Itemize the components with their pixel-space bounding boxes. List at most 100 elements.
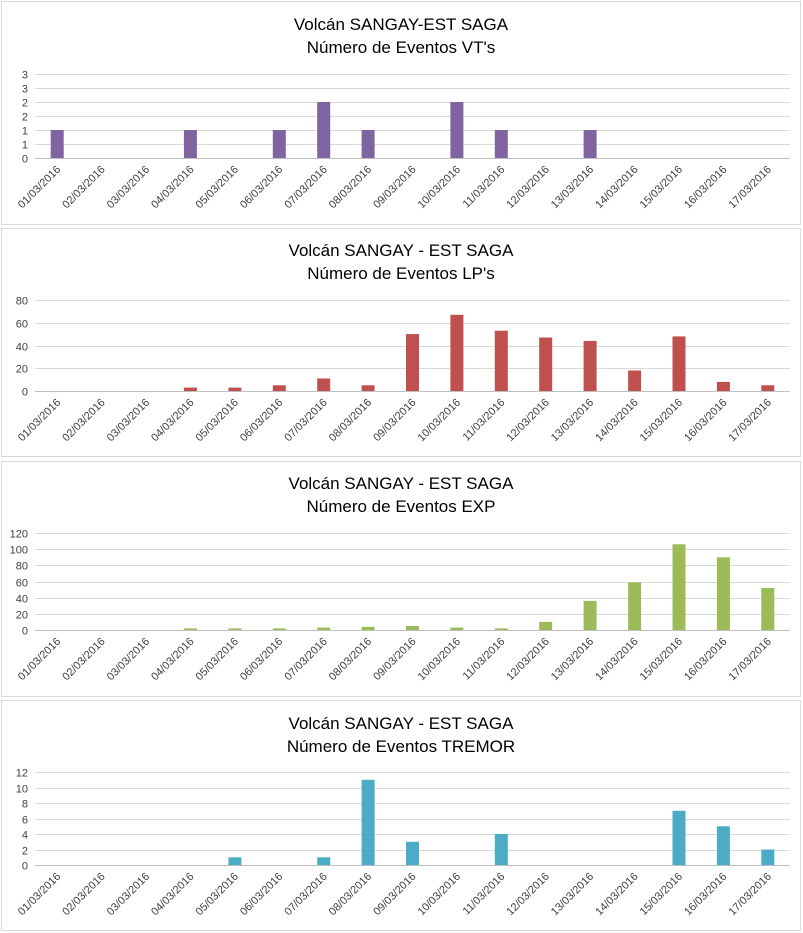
x-tick-label: 08/03/2016: [327, 164, 374, 211]
x-tick-label: 08/03/2016: [327, 636, 374, 683]
x-tick-label: 01/03/2016: [16, 636, 63, 683]
x-tick-label: 15/03/2016: [638, 164, 685, 211]
x-tick-label: 12/03/2016: [504, 871, 551, 918]
y-tick-label: 100: [10, 545, 28, 557]
chart-subtitle: Número de Eventos LP's: [307, 264, 495, 283]
x-tick-label: 05/03/2016: [194, 164, 241, 211]
y-tick-label: 40: [16, 594, 28, 606]
bar: [361, 779, 375, 866]
x-tick-label: 10/03/2016: [416, 636, 463, 683]
bar: [716, 826, 730, 866]
bar: [228, 387, 242, 391]
y-tick-label: 0: [22, 626, 28, 638]
bar: [450, 627, 464, 630]
x-tick-label: 03/03/2016: [105, 397, 152, 444]
x-tick-label: 16/03/2016: [682, 636, 729, 683]
x-tick-label: 11/03/2016: [461, 397, 508, 444]
chart-title: Volcán SANGAY-EST SAGA: [294, 15, 509, 34]
x-tick-label: 12/03/2016: [504, 164, 551, 211]
x-tick-label: 11/03/2016: [461, 636, 508, 683]
x-tick-label: 10/03/2016: [416, 871, 463, 918]
y-tick-label: 0: [22, 154, 28, 166]
bar: [716, 381, 730, 391]
bar: [450, 102, 464, 158]
chart-title: Volcán SANGAY - EST SAGA: [289, 241, 515, 260]
x-tick-label: 12/03/2016: [504, 397, 551, 444]
bar: [406, 841, 419, 866]
x-tick-label: 04/03/2016: [149, 871, 196, 918]
bar: [361, 130, 375, 158]
bar: [183, 628, 197, 630]
chart-tremor-svg: Volcán SANGAY - EST SAGA Número de Evento…: [16, 714, 790, 918]
x-tick-label: 09/03/2016: [371, 871, 418, 918]
x-tick-label: 11/03/2016: [461, 164, 508, 211]
x-tick-label: 05/03/2016: [194, 871, 241, 918]
bar: [272, 385, 286, 391]
x-tick-label: 15/03/2016: [638, 871, 685, 918]
x-tick-label: 13/03/2016: [549, 397, 596, 444]
x-tick-label: 09/03/2016: [371, 397, 418, 444]
y-tick-label: 3: [22, 70, 28, 82]
bar: [317, 857, 331, 866]
y-tick-label: 120: [10, 529, 28, 541]
x-tick-label: 16/03/2016: [682, 871, 729, 918]
y-tick-label: 0: [22, 861, 28, 873]
bar: [672, 544, 686, 630]
bar: [672, 810, 686, 866]
bar: [539, 621, 553, 630]
x-tick-label: 01/03/2016: [16, 397, 63, 444]
bar: [583, 130, 597, 158]
bar: [761, 849, 775, 865]
x-tick-label: 09/03/2016: [371, 636, 418, 683]
x-tick-label: 13/03/2016: [549, 871, 596, 918]
y-tick-label: 8: [22, 799, 28, 811]
chart-title: Volcán SANGAY - EST SAGA: [289, 474, 515, 493]
x-tick-label: 14/03/2016: [593, 636, 640, 683]
x-tick-label: 07/03/2016: [282, 636, 329, 683]
chart-subtitle: Número de Eventos TREMOR: [287, 737, 515, 756]
x-tick-label: 03/03/2016: [105, 871, 152, 918]
x-tick-label: 09/03/2016: [371, 164, 418, 211]
chart-lp: Volcán SANGAY - EST SAGA Número de Evento…: [1, 228, 801, 457]
y-tick-label: 60: [16, 319, 28, 331]
x-tick-label: 01/03/2016: [16, 164, 63, 211]
chart-tremor: Volcán SANGAY - EST SAGA Número de Evento…: [1, 700, 801, 931]
x-tick-label: 15/03/2016: [638, 397, 685, 444]
x-tick-label: 02/03/2016: [60, 871, 107, 918]
bar: [317, 627, 331, 630]
bar: [494, 834, 508, 865]
x-tick-label: 11/03/2016: [461, 871, 508, 918]
bar: [628, 370, 642, 391]
chart-vt-svg: Volcán SANGAY-EST SAGA Número de Eventos …: [16, 15, 790, 211]
bar: [361, 626, 375, 630]
y-tick-label: 10: [16, 784, 28, 796]
x-tick-label: 14/03/2016: [593, 164, 640, 211]
y-tick-label: 2: [22, 112, 28, 124]
y-tick-label: 12: [16, 768, 28, 780]
bar: [672, 336, 686, 391]
bar: [406, 626, 419, 630]
bar: [272, 628, 286, 630]
x-tick-label: 16/03/2016: [682, 397, 729, 444]
chart-lp-svg: Volcán SANGAY - EST SAGA Número de Evento…: [16, 241, 790, 444]
x-tick-label: 14/03/2016: [593, 871, 640, 918]
x-tick-label: 17/03/2016: [726, 636, 773, 683]
y-tick-label: 20: [16, 364, 28, 376]
bar: [450, 314, 464, 391]
bar: [494, 330, 508, 391]
x-tick-label: 10/03/2016: [416, 397, 463, 444]
x-tick-label: 07/03/2016: [282, 164, 329, 211]
x-tick-label: 05/03/2016: [194, 636, 241, 683]
x-tick-label: 13/03/2016: [549, 636, 596, 683]
x-tick-label: 02/03/2016: [60, 164, 107, 211]
y-tick-label: 3: [22, 84, 28, 96]
x-tick-label: 12/03/2016: [504, 636, 551, 683]
x-tick-label: 08/03/2016: [327, 397, 374, 444]
x-tick-label: 03/03/2016: [105, 636, 152, 683]
bar: [628, 582, 642, 630]
x-tick-label: 06/03/2016: [238, 871, 285, 918]
y-tick-label: 80: [16, 296, 28, 308]
y-tick-label: 20: [16, 610, 28, 622]
y-tick-label: 2: [22, 846, 28, 858]
x-tick-label: 01/03/2016: [16, 871, 63, 918]
